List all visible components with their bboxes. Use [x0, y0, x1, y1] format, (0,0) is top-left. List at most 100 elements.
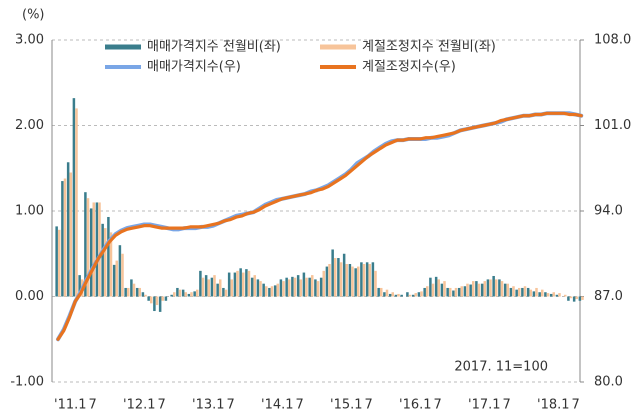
y2-tick-label: 80.0 [594, 375, 623, 390]
bar [61, 181, 64, 297]
bar [155, 296, 159, 306]
bar [314, 279, 317, 297]
legend-label: 계절조정지수(우) [362, 60, 456, 75]
y-tick-label: 3.00 [15, 33, 44, 48]
bar [397, 293, 400, 297]
y-tick-label: 0.00 [15, 289, 44, 304]
bar [282, 281, 285, 297]
bar [299, 279, 302, 297]
bar [328, 264, 331, 297]
bar [296, 275, 300, 297]
bar [158, 296, 162, 312]
bar [408, 294, 412, 297]
bar [506, 283, 509, 297]
bar [204, 275, 208, 297]
bar [477, 283, 481, 297]
bar [480, 283, 484, 297]
bar [311, 275, 314, 297]
bar [109, 232, 113, 297]
bar [230, 279, 233, 297]
bar [127, 287, 130, 297]
bar [319, 277, 323, 297]
bar [581, 296, 584, 300]
bar [173, 292, 176, 297]
bar [112, 264, 116, 297]
bar [400, 294, 403, 297]
bar [219, 279, 222, 297]
bar [426, 286, 429, 297]
bar [523, 286, 527, 297]
bar [273, 285, 277, 297]
bar [411, 294, 415, 297]
bar [434, 276, 438, 297]
bar [469, 284, 472, 297]
bar [515, 289, 518, 297]
bar [66, 162, 70, 297]
bar [512, 286, 515, 297]
bar [84, 192, 87, 297]
bar [567, 296, 570, 301]
bar [572, 296, 576, 302]
bar [199, 270, 202, 297]
bar [483, 281, 486, 297]
bar [207, 279, 210, 297]
bar [357, 266, 360, 297]
bar [463, 286, 467, 297]
bar [391, 292, 394, 297]
bar [460, 286, 463, 297]
bar [532, 291, 536, 297]
x-tick-label: 7 [572, 398, 580, 413]
bar [374, 270, 377, 297]
bar [196, 289, 199, 297]
bar [58, 229, 61, 297]
x-tick-label: 7 [296, 398, 304, 413]
y-unit-label: (%) [22, 8, 45, 23]
bar [302, 272, 306, 297]
bar [558, 293, 561, 297]
bar [406, 292, 409, 297]
y-tick-label: 1.00 [15, 204, 44, 219]
bar [276, 283, 279, 297]
bar [394, 294, 398, 297]
x-tick-label: '13.1 [192, 398, 225, 413]
bar [322, 270, 325, 297]
bar [259, 281, 262, 297]
bar [144, 294, 147, 297]
bar [578, 296, 582, 301]
bar [518, 287, 521, 297]
bar [486, 279, 490, 297]
bar [388, 293, 392, 297]
bar [293, 277, 297, 297]
bar [549, 293, 553, 297]
bar [555, 294, 559, 297]
bar [368, 264, 371, 297]
bar [242, 272, 245, 297]
bar [521, 287, 524, 297]
bar [509, 287, 513, 297]
bar [538, 292, 541, 297]
bar [118, 245, 122, 297]
legend-label: 계절조정지수 전월비(좌) [362, 40, 496, 55]
bar [138, 287, 141, 297]
bar [305, 277, 308, 297]
x-tick-label: '18.1 [537, 398, 570, 413]
bar [552, 292, 555, 297]
bar [466, 283, 469, 297]
x-tick-label: 7 [503, 398, 511, 413]
bar [253, 275, 256, 297]
bar [213, 275, 216, 297]
bar [107, 216, 110, 297]
y-tick-label: 2.00 [15, 118, 44, 133]
bar [535, 287, 538, 297]
bar [72, 98, 76, 297]
bar [342, 253, 346, 297]
bar [222, 287, 225, 297]
bar [500, 281, 504, 297]
bar [457, 287, 461, 297]
bar [371, 262, 375, 297]
bar [210, 277, 214, 297]
bar [201, 277, 205, 297]
x-tick-label: '11.1 [54, 398, 87, 413]
bar [95, 202, 99, 297]
legend-label: 매매가격지수(우) [147, 60, 241, 75]
